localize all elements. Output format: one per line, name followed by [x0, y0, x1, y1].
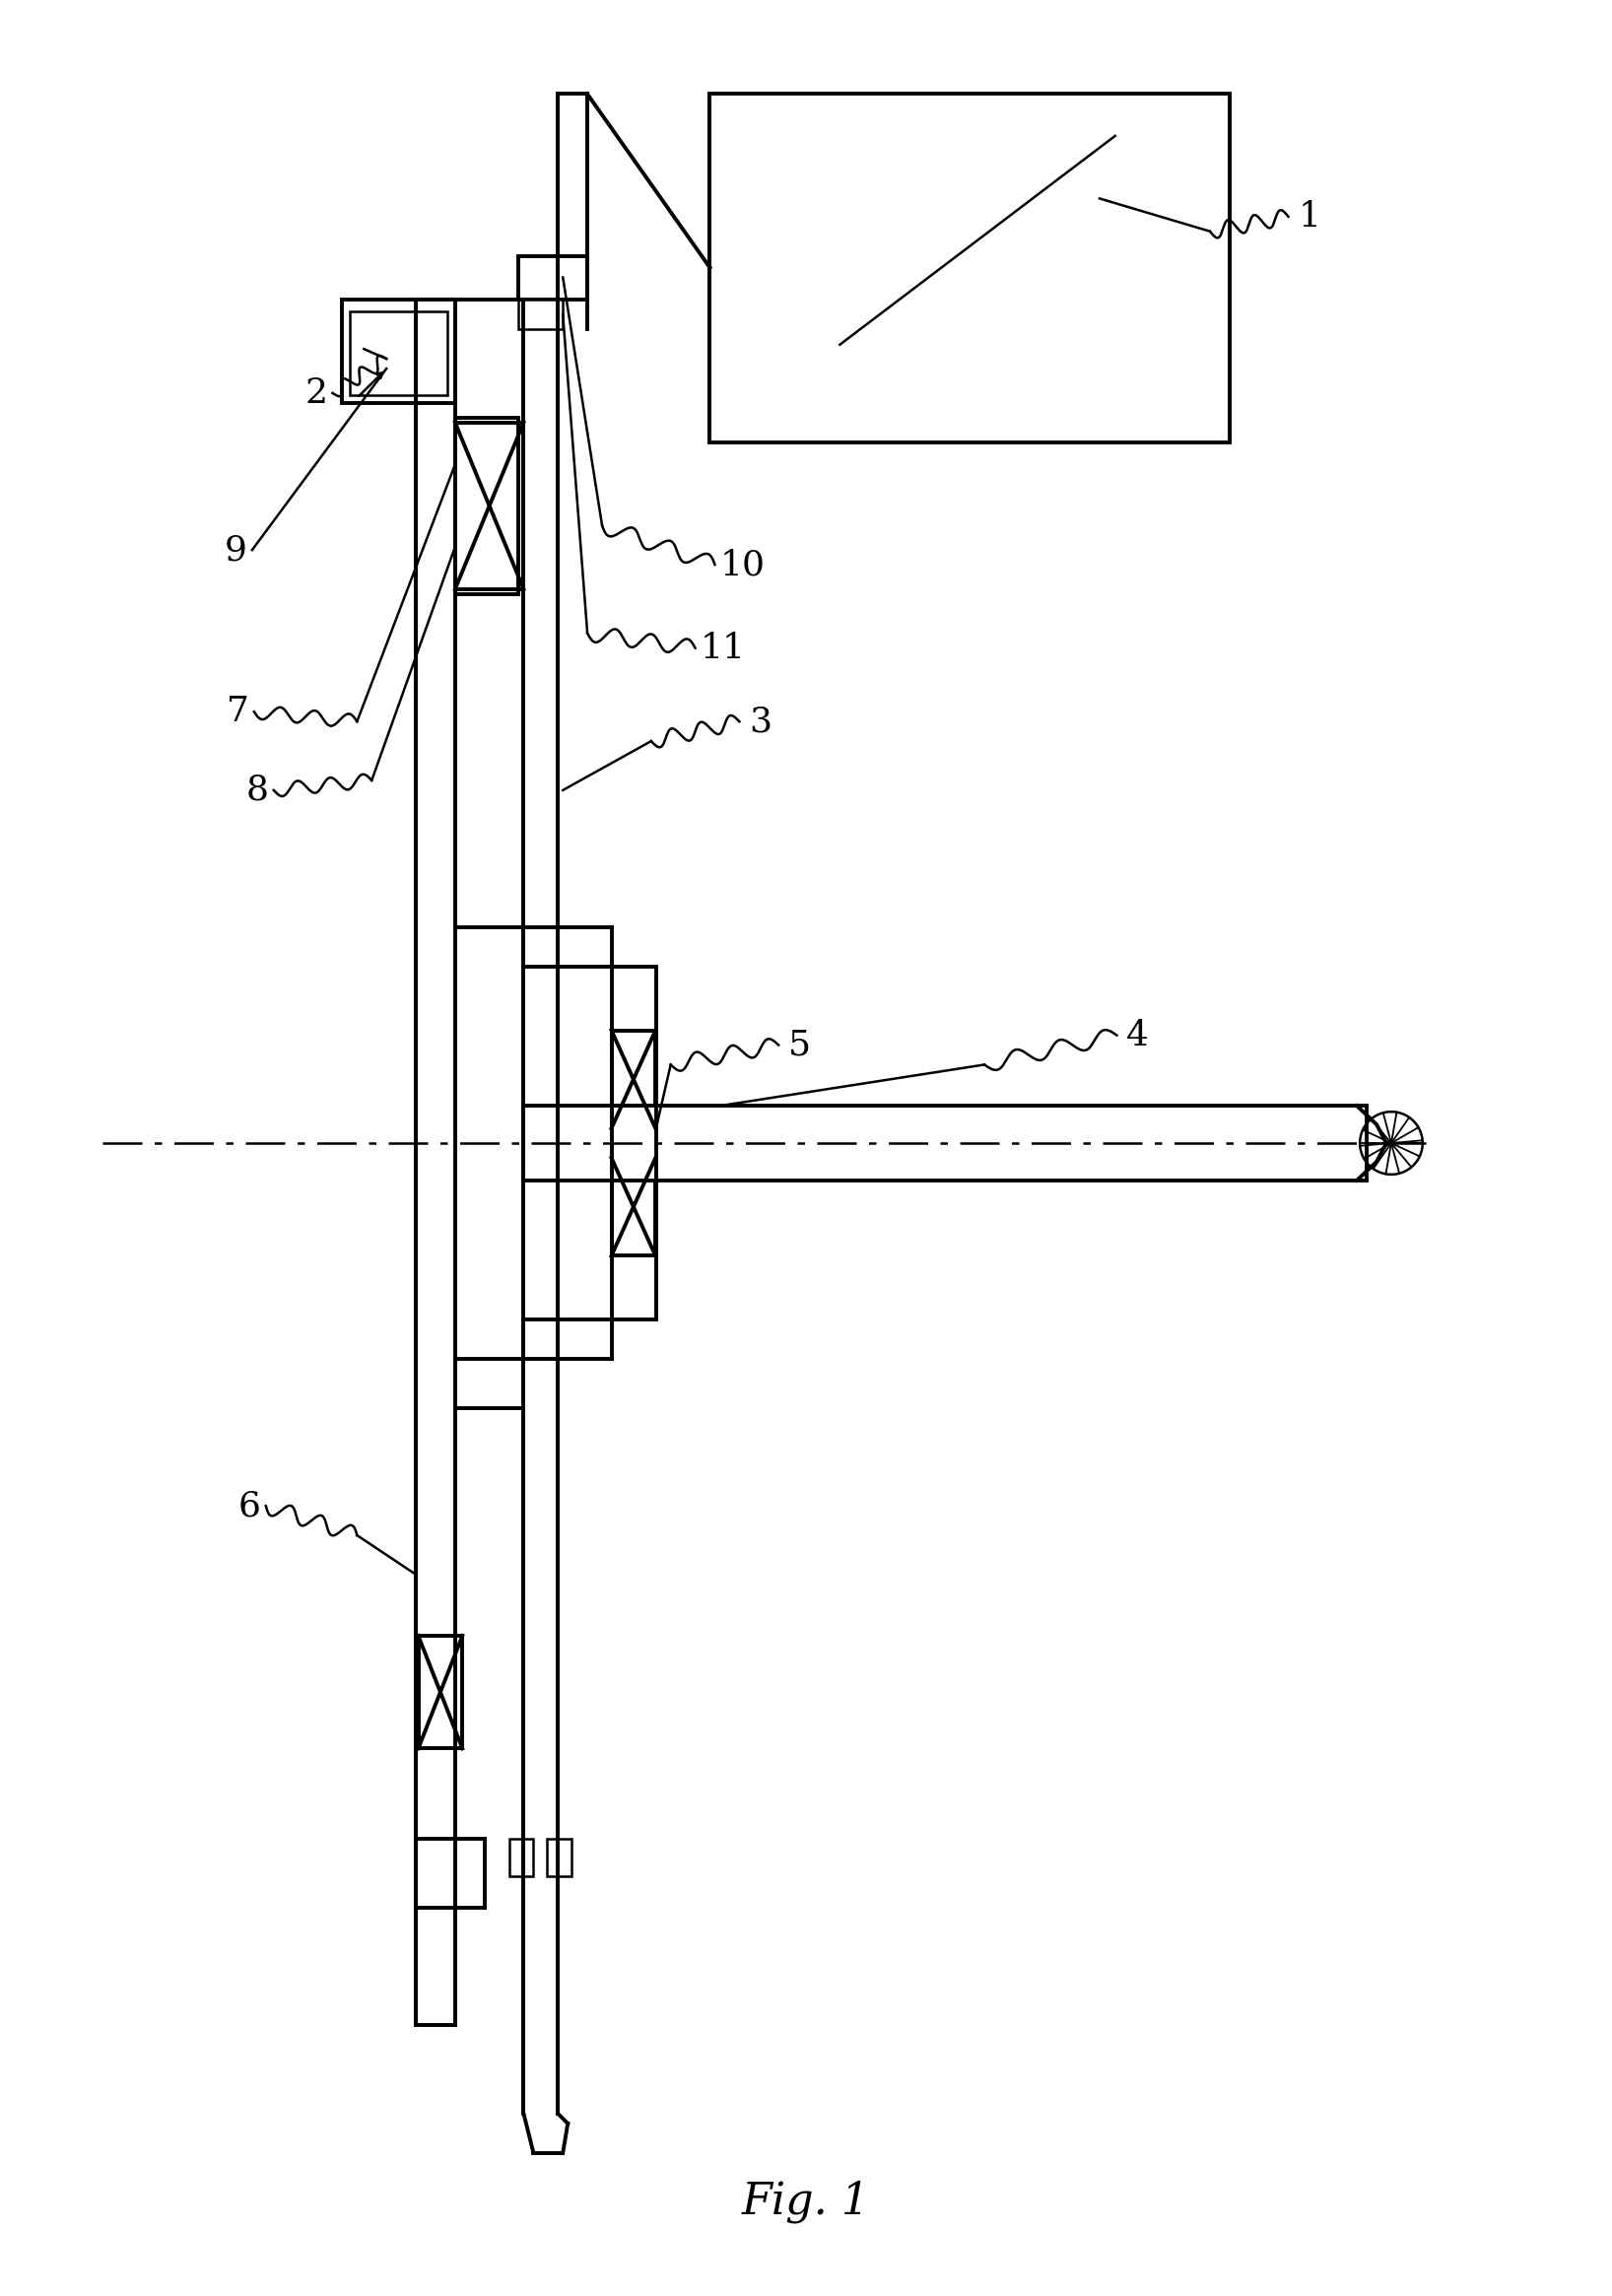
Bar: [342, 301, 455, 402]
Bar: [611, 1031, 656, 1127]
Bar: [418, 1635, 463, 1750]
Text: 6: 6: [239, 1490, 261, 1522]
Bar: [509, 1839, 534, 1876]
Text: 9: 9: [224, 533, 247, 567]
Bar: [611, 1157, 656, 1256]
Text: 2: 2: [305, 377, 327, 411]
Bar: [455, 422, 524, 590]
Bar: [709, 94, 1230, 443]
Text: 4: 4: [1127, 1019, 1149, 1052]
Bar: [416, 301, 455, 2025]
Text: 11: 11: [700, 631, 745, 666]
Bar: [350, 312, 447, 395]
Bar: [519, 255, 587, 301]
Text: 1: 1: [1298, 200, 1320, 234]
Text: 5: 5: [788, 1029, 811, 1061]
Text: 7: 7: [227, 696, 250, 728]
Text: 8: 8: [247, 774, 269, 806]
Bar: [546, 1839, 572, 1876]
Text: 3: 3: [750, 705, 772, 739]
Text: 10: 10: [719, 549, 766, 581]
Bar: [524, 1107, 1367, 1180]
Text: Fig. 1: Fig. 1: [742, 2181, 870, 2223]
Bar: [519, 301, 563, 328]
